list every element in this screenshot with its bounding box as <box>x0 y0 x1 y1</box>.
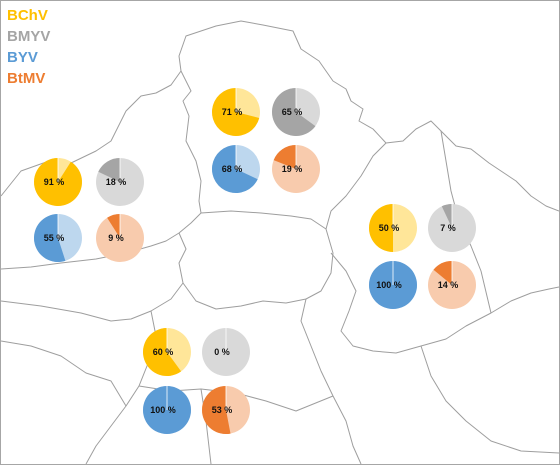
pie-value-label: 0 % <box>214 347 230 357</box>
pie-slice <box>441 204 452 228</box>
pie-value-label: 100 % <box>150 405 176 415</box>
pie-value-label: 91 % <box>44 177 65 187</box>
pie-east-btmv: 14 % <box>428 261 476 309</box>
pie-west-bchv: 91 % <box>34 158 82 206</box>
pie-south-bchv: 60 % <box>143 328 191 376</box>
pie-slice <box>433 261 452 285</box>
pie-slice <box>33 214 66 262</box>
pie-value-label: 60 % <box>153 347 174 357</box>
pie-east-bmyv: 7 % <box>428 204 476 252</box>
pie-slice <box>143 328 182 376</box>
border-south-east <box>300 298 362 464</box>
pie-slice <box>201 386 231 434</box>
border-center <box>178 228 334 310</box>
pie-value-label: 18 % <box>106 177 127 187</box>
pie-south-byv: 100 % <box>143 386 191 434</box>
legend-item-btmv: BtMV <box>7 70 46 87</box>
border-west-far <box>1 340 127 407</box>
pie-south-btmv: 53 % <box>201 386 250 434</box>
pie-north-byv: 68 % <box>212 145 260 193</box>
pie-north-btmv: 19 % <box>272 145 320 193</box>
legend-item-bmyv: BMYV <box>7 28 51 45</box>
pie-value-label: 71 % <box>222 107 243 117</box>
pie-value-label: 50 % <box>379 223 400 233</box>
border-coast-north <box>1 20 559 212</box>
pie-south-bmyv: 0 % <box>202 328 250 376</box>
pie-east-bchv: 50 % <box>369 204 417 252</box>
pie-slice <box>107 214 120 238</box>
pie-slice <box>98 158 120 182</box>
pie-value-label: 7 % <box>440 223 456 233</box>
pie-west-byv: 55 % <box>33 214 82 262</box>
pie-value-label: 19 % <box>282 164 303 174</box>
border-east <box>330 252 559 354</box>
pie-value-label: 65 % <box>282 107 303 117</box>
legend-item-bchv: BChV <box>7 7 48 24</box>
pie-value-label: 68 % <box>222 164 243 174</box>
pie-slice <box>273 145 296 169</box>
pie-west-btmv: 9 % <box>96 214 144 262</box>
border-east-south <box>420 345 559 454</box>
pie-west-bmyv: 18 % <box>96 158 144 206</box>
pie-slice <box>212 145 258 193</box>
border-south <box>1 282 184 322</box>
pie-slice <box>369 204 393 252</box>
pie-value-label: 14 % <box>438 280 459 290</box>
pie-east-byv: 100 % <box>369 261 417 309</box>
pie-north-bmyv: 65 % <box>272 88 320 136</box>
pie-slice <box>272 88 316 136</box>
pie-north-bchv: 71 % <box>212 88 260 136</box>
legend-item-byv: BYV <box>7 49 38 66</box>
legend: BChV BMYV BYV BtMV <box>7 5 50 89</box>
pie-value-label: 100 % <box>376 280 402 290</box>
pie-value-label: 53 % <box>212 405 233 415</box>
pie-value-label: 55 % <box>44 233 65 243</box>
border-north-inner <box>180 70 387 230</box>
pie-value-label: 9 % <box>108 233 124 243</box>
